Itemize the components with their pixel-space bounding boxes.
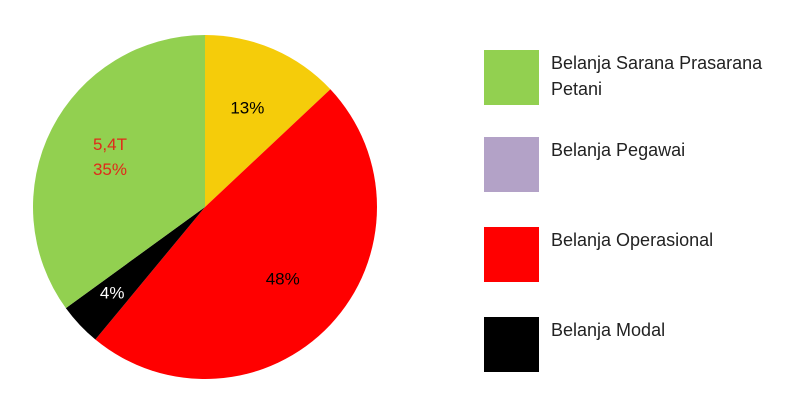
legend-swatch bbox=[484, 50, 539, 105]
legend-label: Belanja Sarana Prasarana Petani bbox=[551, 53, 763, 99]
annotation: 5,4T bbox=[93, 135, 127, 154]
legend-swatch bbox=[484, 137, 539, 192]
data-label: 48% bbox=[266, 269, 300, 288]
data-label: 13% bbox=[230, 99, 264, 118]
pie-slice bbox=[95, 89, 378, 380]
pie-slice bbox=[205, 35, 331, 207]
legend-item: Belanja Sarana Prasarana Petani bbox=[484, 50, 786, 105]
legend-item: Belanja Operasional bbox=[484, 227, 786, 282]
legend-item: Belanja Pegawai bbox=[484, 137, 786, 192]
chart: 13% 48% 4% 35% 5,4T bbox=[33, 35, 378, 380]
data-label: 4% bbox=[100, 284, 125, 303]
pie-slice bbox=[65, 207, 205, 340]
data-label: 35% bbox=[93, 160, 127, 179]
legend-label: Belanja Pegawai bbox=[551, 140, 686, 160]
legend-label: Belanja Modal bbox=[551, 320, 666, 340]
legend-swatch bbox=[484, 227, 539, 282]
legend-item: Belanja Modal bbox=[484, 317, 786, 372]
legend-swatch bbox=[484, 317, 539, 372]
pie-slice bbox=[33, 35, 205, 309]
legend-label: Belanja Operasional bbox=[551, 230, 714, 250]
